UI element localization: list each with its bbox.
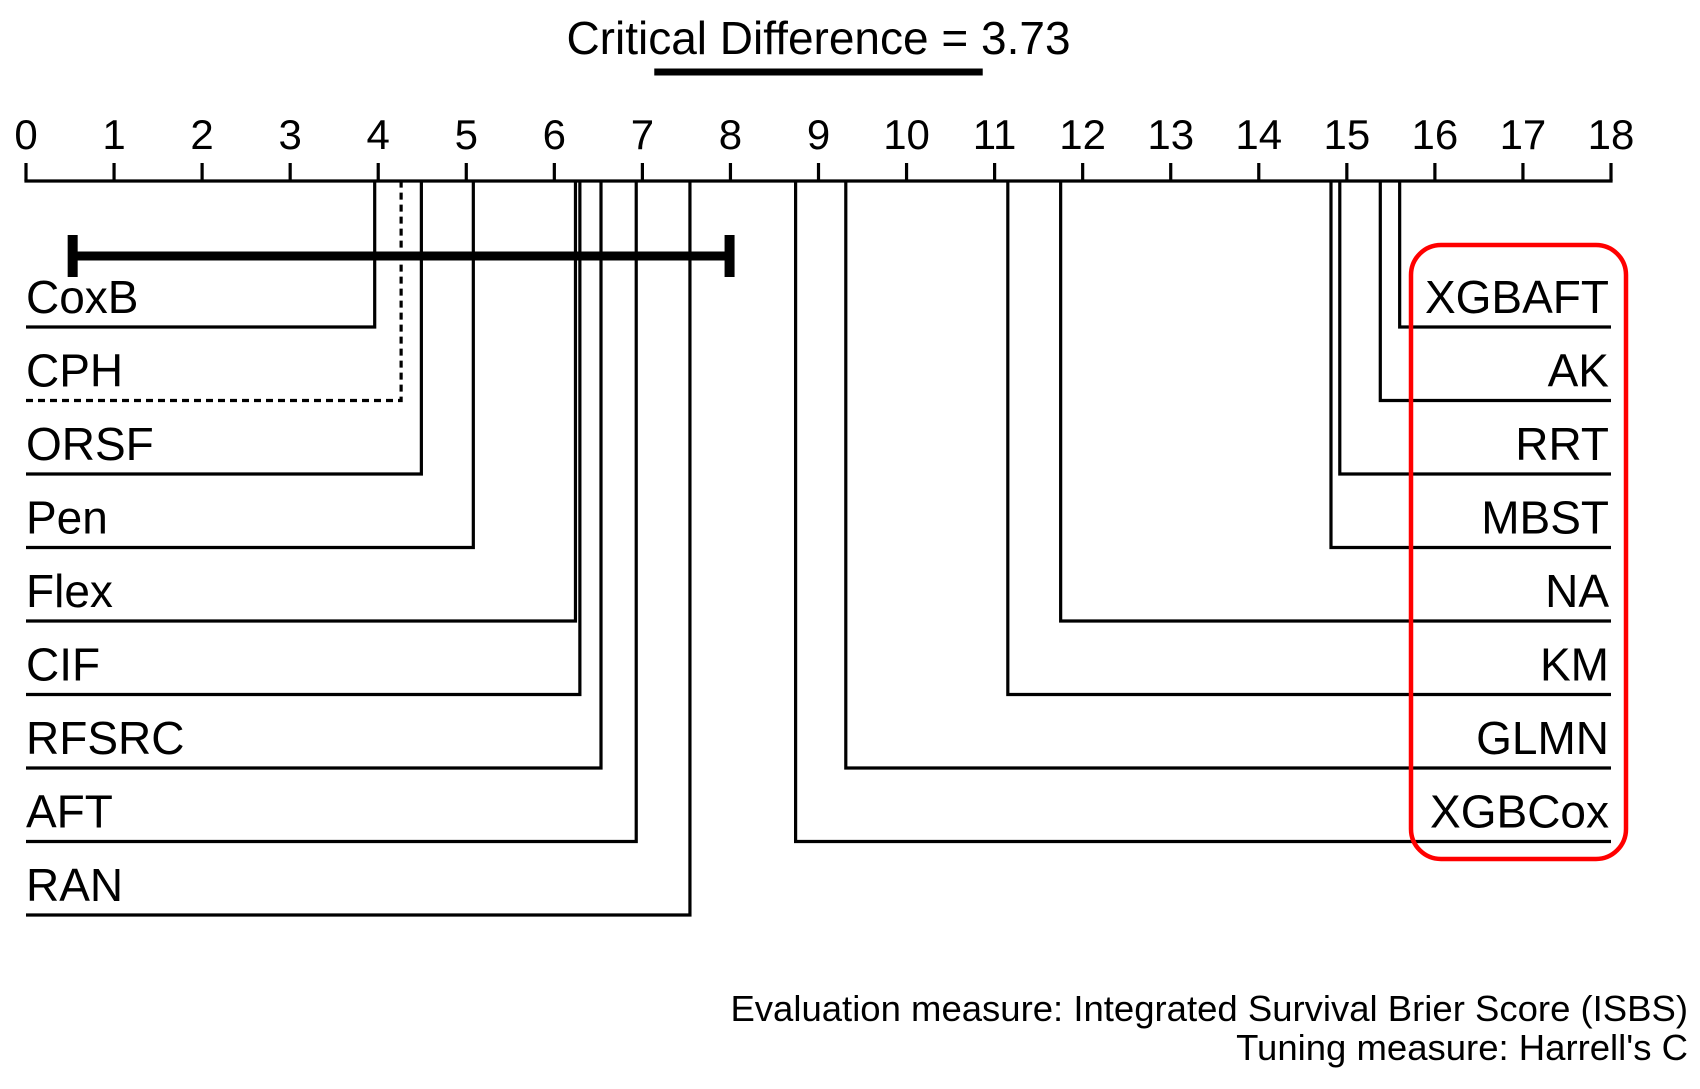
tick-label-13: 13 [1147,111,1194,158]
learner-connector-coxb [26,181,377,329]
learner-xgbcox: XGBCox [794,181,1611,844]
tick-label-1: 1 [102,111,125,158]
learner-connector-ak [1378,181,1611,403]
learner-connector-xgbaft [1398,181,1611,329]
tick-label-7: 7 [631,111,654,158]
tick-label-18: 18 [1588,111,1635,158]
learner-mbst: MBST [1329,181,1611,550]
learner-rrt: RRT [1338,181,1611,476]
learner-cph: CPH [26,181,403,403]
learner-xgbaft: XGBAFT [1398,181,1611,329]
tick-label-16: 16 [1412,111,1459,158]
highlight-box [1408,242,1629,862]
tick-label-11: 11 [973,111,1017,158]
learner-label-coxb: CoxB [26,271,138,323]
tuning-measure-note: Tuning measure: Harrell's C [1236,1027,1688,1068]
tick-label-2: 2 [190,111,213,158]
learner-connector-orsf [26,181,423,476]
learner-label-km: KM [1540,639,1609,691]
tick-label-15: 15 [1323,111,1370,158]
learner-label-na: NA [1545,565,1609,617]
learner-connector-xgbcox [794,181,1611,844]
tick-label-8: 8 [719,111,742,158]
tick-label-17: 17 [1500,111,1547,158]
learner-label-rfsrc: RFSRC [26,712,184,764]
learner-glmn: GLMN [844,181,1611,770]
learner-label-cph: CPH [26,345,123,397]
learner-connector-rfsrc [26,181,603,770]
learner-flex: Flex [26,181,578,623]
learner-orsf: ORSF [26,181,423,476]
tick-label-0: 0 [14,111,37,158]
learner-connector-mbst [1329,181,1611,550]
learner-label-ran: RAN [26,859,123,911]
learner-cif: CIF [26,181,582,697]
tick-label-14: 14 [1235,111,1282,158]
evaluation-measure-note: Evaluation measure: Integrated Survival … [730,988,1688,1029]
learner-label-orsf: ORSF [26,418,154,470]
learner-na: NA [1059,181,1611,623]
learner-label-mbst: MBST [1481,492,1609,544]
tick-label-9: 9 [807,111,830,158]
learner-connector-ran [26,181,692,917]
learner-connector-pen [26,181,475,550]
chart-title: Critical Difference = 3.73 [566,12,1070,64]
learner-label-flex: Flex [26,565,113,617]
learner-label-rrt: RRT [1515,418,1609,470]
tick-label-4: 4 [367,111,390,158]
learner-connector-flex [26,181,578,623]
learner-label-ak: AK [1548,345,1610,397]
learner-ak: AK [1378,181,1611,403]
tick-label-5: 5 [455,111,478,158]
learner-label-xgbaft: XGBAFT [1425,271,1609,323]
learner-label-glmn: GLMN [1476,712,1609,764]
learner-connector-glmn [844,181,1611,770]
learner-connector-cif [26,181,582,697]
learner-pen: Pen [26,181,475,550]
learner-label-xgbcox: XGBCox [1430,786,1609,838]
tick-label-3: 3 [278,111,301,158]
learner-connector-rrt [1338,181,1611,476]
tick-label-6: 6 [543,111,566,158]
learner-label-pen: Pen [26,492,108,544]
rank-axis: 0 1 2 3 4 5 6 7 8 9 10 11 12 13 14 15 16 17 18 [14,68,1635,277]
learner-label-cif: CIF [26,639,100,691]
learner-aft: AFT [26,181,638,844]
learner-rfsrc: RFSRC [26,181,603,770]
learner-connector-cph [26,181,403,403]
tick-label-12: 12 [1059,111,1106,158]
learner-ran: RAN [26,181,692,917]
learners: CoxB CPH ORSF Pen Flex CIF RFSRC AFT RAN XGBAFT AK… [26,181,1611,917]
learner-connector-aft [26,181,638,844]
tick-label-10: 10 [883,111,930,158]
learner-connector-na [1059,181,1611,623]
learner-label-aft: AFT [26,786,113,838]
learner-coxb: CoxB [26,181,377,329]
